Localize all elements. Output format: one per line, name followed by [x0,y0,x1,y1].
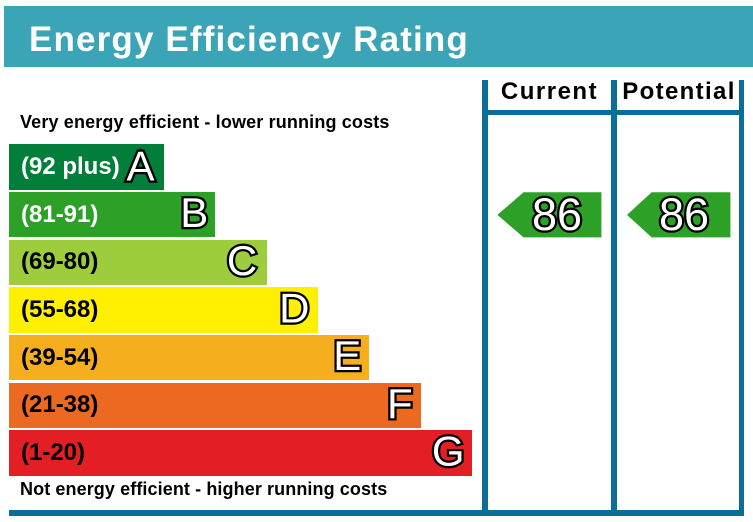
svg-text:C: C [227,237,257,284]
svg-text:F: F [387,380,413,427]
svg-text:D: D [279,285,309,332]
svg-text:86: 86 [659,189,709,240]
svg-text:E: E [333,332,361,379]
svg-text:A: A [126,143,154,190]
svg-text:G: G [432,428,465,475]
svg-text:86: 86 [532,189,582,240]
svg-text:B: B [180,189,208,236]
